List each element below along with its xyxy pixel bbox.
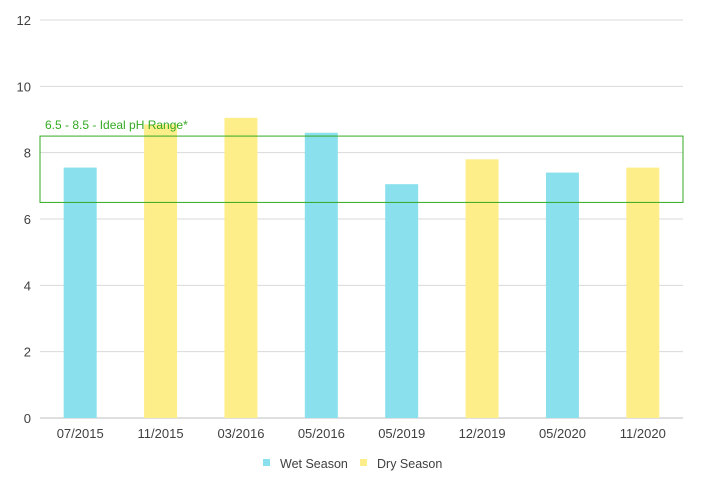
ideal-range-box xyxy=(39,135,684,203)
bar xyxy=(144,124,178,418)
x-tick-label: 07/2015 xyxy=(57,426,104,441)
y-tick-label: 4 xyxy=(24,278,31,293)
bar xyxy=(465,159,499,419)
y-tick-label: 6 xyxy=(24,212,31,227)
legend-label: Dry Season xyxy=(377,457,442,471)
x-axis-tick-labels: 07/2015 11/2015 03/2016 05/2016 05/2019 12/20… xyxy=(57,426,666,441)
y-tick-label: 8 xyxy=(24,146,31,161)
ideal-range-label: 6.5 - 8.5 - Ideal pH Range* xyxy=(45,118,188,132)
legend: Wet Season Dry Season xyxy=(263,457,442,471)
x-tick-label: 05/2019 xyxy=(378,426,425,441)
y-tick-label: 2 xyxy=(24,345,31,360)
x-tick-label: 11/2020 xyxy=(620,426,666,441)
legend-swatch xyxy=(263,459,270,466)
bars xyxy=(63,117,660,419)
y-tick-label: 12 xyxy=(17,13,31,28)
x-tick-label: 05/2020 xyxy=(539,426,586,441)
legend-swatch xyxy=(360,459,367,466)
bar xyxy=(385,184,419,418)
bar xyxy=(545,172,579,418)
bar xyxy=(626,167,660,418)
y-axis-tick-labels: 0 2 4 6 8 10 12 xyxy=(17,13,31,426)
x-tick-label: 05/2016 xyxy=(298,426,345,441)
y-tick-label: 0 xyxy=(24,411,31,426)
bar xyxy=(304,132,338,418)
x-tick-label: 12/2019 xyxy=(459,426,506,441)
legend-label: Wet Season xyxy=(280,457,348,471)
bar xyxy=(63,167,97,418)
ideal-range-band: 6.5 - 8.5 - Ideal pH Range* xyxy=(39,118,684,203)
bar xyxy=(224,117,258,418)
x-tick-label: 11/2015 xyxy=(138,426,184,441)
x-tick-label: 03/2016 xyxy=(217,426,264,441)
y-tick-label: 10 xyxy=(17,79,31,94)
gridlines xyxy=(40,19,683,419)
